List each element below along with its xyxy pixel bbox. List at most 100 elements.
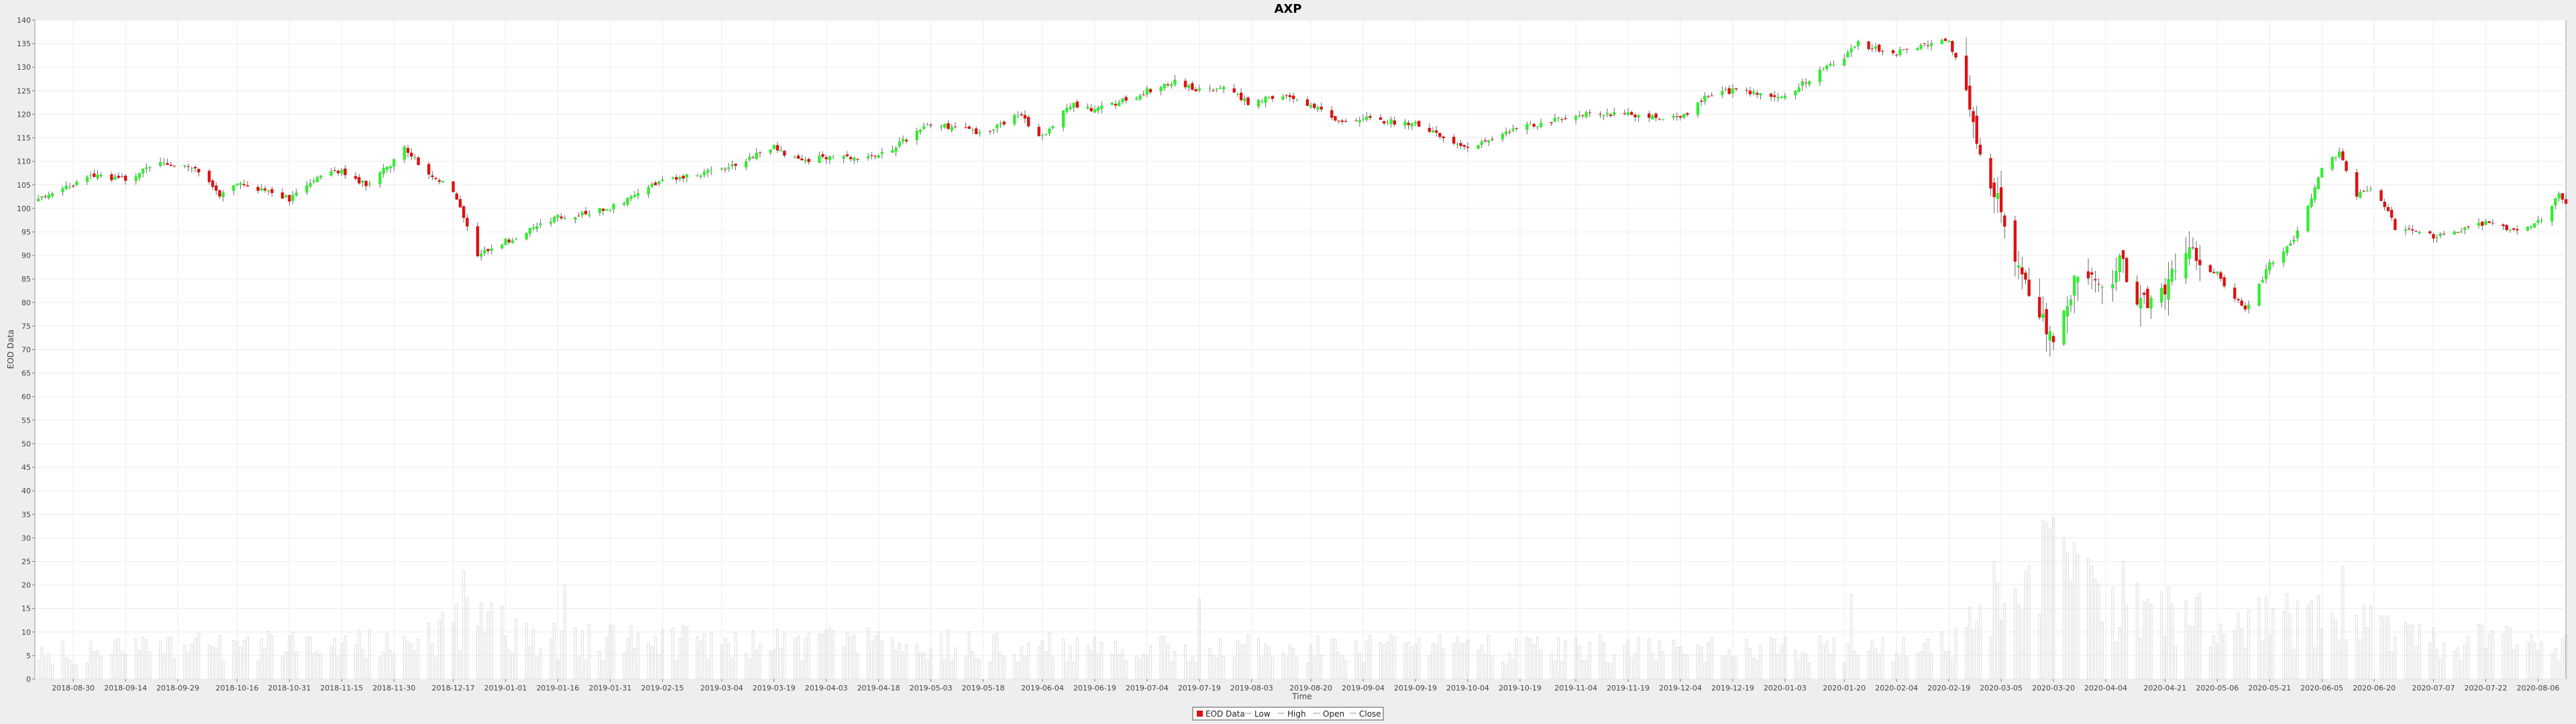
candle-up [1456, 143, 1459, 145]
y-tick-label: 140 [17, 16, 31, 25]
x-tick-label: 2019-01-01 [484, 684, 527, 692]
volume-bar [2073, 542, 2076, 680]
volume-bar [1878, 654, 1881, 680]
volume-bar [291, 631, 294, 680]
volume-bar [2338, 640, 2341, 680]
volume-bar [821, 634, 824, 680]
volume-bar [682, 625, 685, 680]
candle-down [947, 123, 950, 129]
candle-up [1637, 115, 1640, 118]
candle-down [1756, 93, 1759, 95]
candle-down [1466, 146, 1470, 148]
volume-bar [1825, 641, 1829, 680]
candle-down [2355, 172, 2359, 197]
volume-bar [239, 647, 242, 680]
candle-down [1867, 41, 1870, 50]
y-tick-label: 55 [21, 416, 31, 425]
candle-up [1431, 130, 1435, 133]
volume-bar [85, 662, 89, 680]
volume-bar [1968, 607, 1972, 680]
candle-down [849, 157, 853, 160]
volume-bar [1020, 646, 1023, 680]
volume-bar [1564, 640, 1567, 680]
candle-down [280, 192, 284, 199]
candle-up [1138, 95, 1142, 99]
volume-bar [1532, 644, 1536, 680]
volume-bar [1808, 662, 1811, 680]
candle-up [2065, 306, 2070, 316]
y-tick-label: 105 [17, 181, 31, 190]
volume-bar [2516, 644, 2519, 680]
candle-up [1100, 105, 1104, 109]
candle-down [462, 206, 466, 219]
candle-up [629, 196, 633, 199]
volume-bar [1529, 638, 1532, 680]
candle-up [2529, 226, 2533, 228]
x-tick-label: 2019-03-19 [753, 684, 796, 692]
volume-bar [926, 659, 929, 680]
volume-bar [2191, 626, 2194, 680]
volume-bar [775, 628, 779, 680]
candle-up [769, 149, 772, 154]
candle-up [1044, 134, 1048, 135]
volume-bar [2237, 612, 2240, 680]
volume-bar [734, 632, 737, 680]
candle-up [1096, 107, 1100, 111]
volume-bar [434, 657, 437, 680]
legend-label-open: Open [1323, 709, 1344, 719]
volume-bar [1389, 634, 1393, 680]
candle-down [427, 164, 431, 175]
candle-up [1724, 89, 1727, 90]
volume-bar [2188, 625, 2191, 680]
volume-bar [992, 635, 996, 680]
candle-up [1672, 115, 1675, 118]
volume-bar [354, 644, 358, 680]
candle-up [2557, 193, 2561, 198]
candle-up [2184, 253, 2188, 279]
candle-down [263, 188, 267, 191]
x-tick-label: 2019-02-15 [641, 684, 684, 692]
candle-up [922, 126, 926, 129]
volume-bar [804, 638, 807, 680]
candle-up [340, 169, 343, 174]
candle-down [117, 176, 120, 178]
candle-down [2386, 206, 2390, 211]
volume-bar [197, 633, 201, 680]
volume-bar [1954, 628, 1957, 680]
candle-down [1442, 136, 1445, 139]
candle-down [974, 128, 978, 135]
candle-up [1358, 120, 1362, 123]
candle-up [2508, 229, 2512, 231]
volume-bar [2453, 651, 2456, 680]
candle-down [1305, 99, 1309, 106]
candle-up [2316, 177, 2320, 190]
y-tick-label: 110 [17, 158, 31, 166]
volume-bar [162, 653, 166, 680]
candle-down [256, 186, 260, 191]
volume-bar [2139, 638, 2142, 680]
volume-bar [1340, 655, 1344, 680]
volume-bar [2502, 634, 2505, 680]
volume-bar [528, 646, 531, 680]
candle-up [2334, 157, 2338, 158]
y-tick-label: 80 [21, 298, 31, 307]
candle-down [2027, 280, 2031, 296]
x-tick-label: 2019-09-04 [1342, 684, 1385, 692]
candle-up [918, 129, 922, 133]
candle-up [1487, 140, 1491, 143]
volume-bar [2526, 642, 2529, 680]
candle-up [1267, 97, 1271, 99]
candle-up [647, 187, 650, 195]
x-tick-label: 2020-01-20 [1823, 684, 1866, 692]
candle-up [1040, 135, 1044, 136]
candle-down [1550, 122, 1553, 123]
candle-down [476, 226, 480, 257]
volume-bar [1919, 651, 1923, 680]
y-tick-label: 90 [21, 251, 31, 260]
candle-down [1075, 101, 1079, 108]
candle-down [2194, 247, 2198, 261]
x-tick-label: 2019-04-03 [805, 684, 848, 692]
candle-down [1271, 96, 1275, 99]
candle-down [2502, 224, 2505, 227]
candle-down [1313, 103, 1316, 109]
